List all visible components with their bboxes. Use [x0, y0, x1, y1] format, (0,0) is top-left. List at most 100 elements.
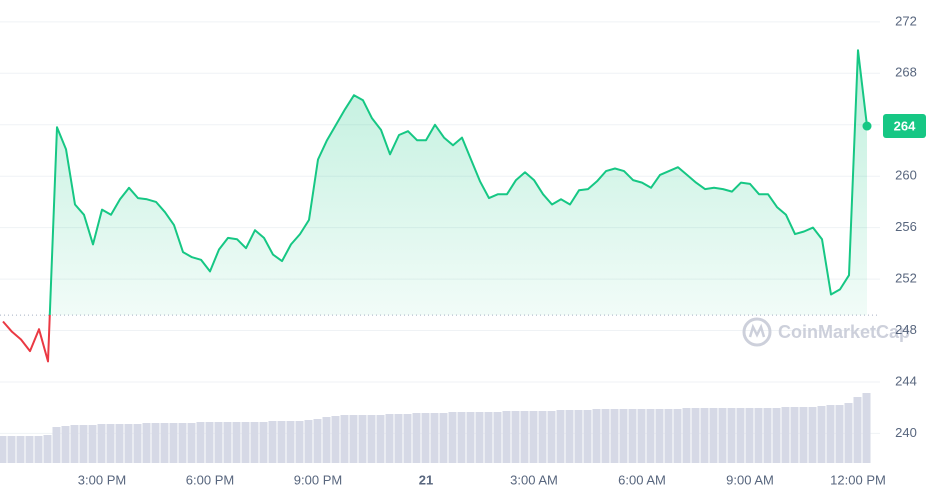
volume-bar [736, 408, 745, 463]
volume-bar [232, 422, 241, 463]
volume-bar [808, 407, 817, 463]
volume-bar [781, 407, 790, 463]
volume-bar [241, 422, 250, 463]
x-tick-label: 6:00 PM [186, 472, 234, 487]
volume-bar [376, 415, 385, 463]
volume-bar [610, 409, 619, 463]
volume-bar [619, 409, 628, 463]
price-area [3, 50, 867, 316]
plot [0, 49, 880, 363]
volume-bar [367, 415, 376, 463]
volume-bar [493, 412, 502, 463]
volume-bar [466, 412, 475, 463]
volume-bar [637, 409, 646, 463]
volume-bar [0, 436, 7, 463]
volume-bar [655, 409, 664, 463]
volume-bar [601, 409, 610, 463]
volume-bar [25, 436, 34, 463]
volume-bar [718, 408, 727, 463]
volume-bar [394, 414, 403, 463]
volume-bar [16, 436, 25, 463]
volume-bar [520, 411, 529, 463]
volume-bar [43, 435, 52, 463]
x-tick-label: 9:00 PM [294, 472, 342, 487]
volume-bar [268, 421, 277, 463]
volume-bar [133, 424, 142, 463]
x-tick-label: 21 [419, 472, 433, 487]
volume-bar [106, 424, 115, 463]
price-tag [883, 114, 926, 139]
volume-bar [547, 411, 556, 463]
volume-bar [97, 424, 106, 463]
y-tick-label: 248 [895, 322, 917, 337]
volume-bar [448, 412, 457, 463]
volume-bar [124, 424, 133, 463]
x-tick-label: 6:00 AM [618, 472, 666, 487]
volume-bar [196, 422, 205, 463]
volume-bar [286, 421, 295, 463]
volume-bar [61, 426, 70, 463]
volume-bar [52, 427, 61, 463]
volume-bar [556, 410, 565, 463]
volume-bar [853, 397, 862, 463]
price-line [2, 49, 868, 363]
volume-bar [403, 414, 412, 463]
volume-bar [772, 408, 781, 463]
x-tick-label: 3:00 AM [510, 472, 558, 487]
watermark-text: CoinMarketCap [778, 322, 910, 342]
y-tick-label: 256 [895, 219, 917, 234]
x-tick-label: 12:00 PM [830, 472, 886, 487]
volume-bar [826, 405, 835, 463]
volume-bar [88, 425, 97, 463]
volume-bar [592, 409, 601, 463]
volume-bar [250, 422, 259, 463]
y-tick-label: 244 [895, 373, 917, 388]
volume-bar [502, 411, 511, 463]
volume-bar [754, 408, 763, 463]
volume-bar [457, 412, 466, 463]
last-point [862, 121, 872, 131]
volume-bar [340, 415, 349, 463]
volume-bar [700, 408, 709, 463]
volume-bar [169, 423, 178, 463]
y-tick-label: 272 [895, 13, 917, 28]
volume-bar [673, 409, 682, 463]
volume-bar [331, 416, 340, 463]
volume-bar [421, 413, 430, 463]
volume-bar [79, 425, 88, 463]
volume-bar [349, 415, 358, 463]
volume-bar [178, 423, 187, 463]
volume-bar [313, 419, 322, 463]
volume-bar [628, 409, 637, 463]
volume-bar [565, 410, 574, 463]
volume-bar [358, 415, 367, 463]
volume-bar [439, 413, 448, 463]
volume-bar [484, 412, 493, 463]
volume-bar [70, 425, 79, 463]
axes: 240 244 248 252 256 260 264 268 272 3:00 PM 6:00 P… [78, 13, 926, 487]
volume-bar [646, 409, 655, 463]
volume-bar [277, 421, 286, 463]
volume-bar [844, 403, 853, 463]
volume-bar [727, 408, 736, 463]
y-tick-label: 268 [895, 65, 917, 80]
volume-bar [817, 406, 826, 463]
volume-bar [538, 411, 547, 463]
volume-bar [790, 407, 799, 463]
volume-bar [142, 423, 151, 463]
volume-bar [7, 436, 16, 463]
volume-bar [709, 408, 718, 463]
volume-bar [682, 408, 691, 463]
volume-bar [223, 422, 232, 463]
y-tick-label: 252 [895, 271, 917, 286]
volume-bar [214, 422, 223, 463]
volume-bar [160, 423, 169, 463]
volume-bar [574, 410, 583, 463]
x-tick-label: 3:00 PM [78, 472, 126, 487]
y-tick-label: 240 [895, 425, 917, 440]
volume-bar [511, 411, 520, 463]
volume-bar [187, 423, 196, 463]
volume-bar [763, 408, 772, 463]
volume-bar [664, 409, 673, 463]
